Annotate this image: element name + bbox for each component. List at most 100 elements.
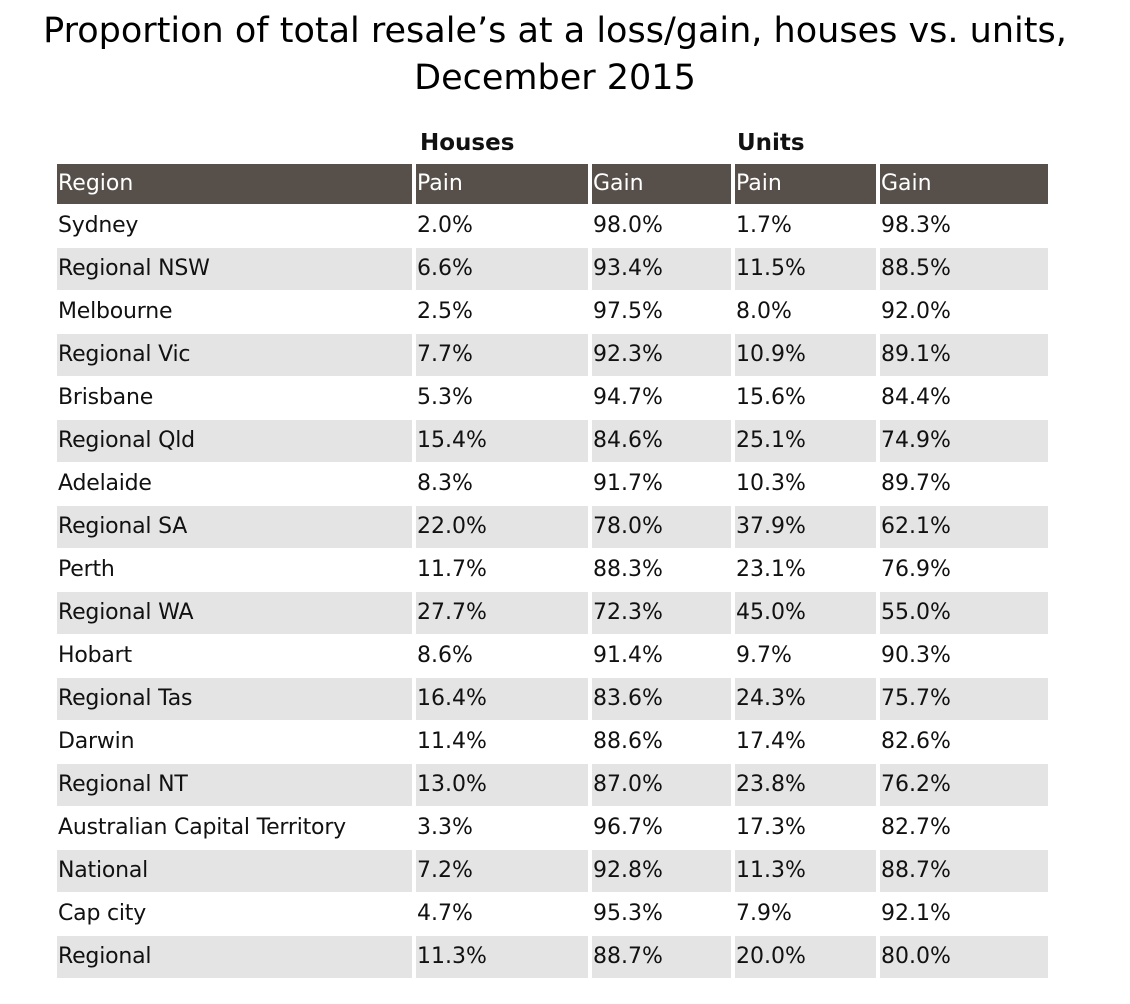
houses-gain-cell: 88.7% bbox=[588, 935, 733, 978]
table-row: Regional Qld 15.4% 84.6% 25.1% 74.9% bbox=[57, 419, 1048, 463]
region-cell: Adelaide bbox=[57, 462, 414, 506]
table-header: Region Pain Gain Pain Gain bbox=[57, 164, 1048, 205]
houses-pain-cell: 2.5% bbox=[412, 290, 590, 334]
houses-gain-cell: 91.4% bbox=[588, 634, 733, 678]
units-pain-cell: 23.8% bbox=[731, 763, 878, 807]
units-gain-cell: 89.1% bbox=[876, 333, 1048, 377]
houses-gain-cell: 87.0% bbox=[588, 763, 733, 807]
units-pain-cell: 1.7% bbox=[731, 204, 878, 248]
houses-gain-cell: 97.5% bbox=[588, 290, 733, 334]
table-row: Cap city 4.7% 95.3% 7.9% 92.1% bbox=[57, 892, 1048, 936]
houses-gain-cell: 96.7% bbox=[588, 806, 733, 850]
houses-pain-cell: 6.6% bbox=[412, 247, 590, 291]
region-cell: Regional NT bbox=[57, 763, 414, 807]
column-header-units-gain: Gain bbox=[876, 164, 1048, 205]
units-gain-cell: 76.2% bbox=[876, 763, 1048, 807]
region-cell: Regional NSW bbox=[57, 247, 414, 291]
region-cell: Cap city bbox=[57, 892, 414, 936]
group-header-units: Units bbox=[737, 130, 805, 156]
houses-gain-cell: 92.3% bbox=[588, 333, 733, 377]
table-row: Regional WA 27.7% 72.3% 45.0% 55.0% bbox=[57, 591, 1048, 635]
units-pain-cell: 37.9% bbox=[731, 505, 878, 549]
houses-gain-cell: 95.3% bbox=[588, 892, 733, 936]
units-gain-cell: 82.7% bbox=[876, 806, 1048, 850]
units-gain-cell: 92.1% bbox=[876, 892, 1048, 936]
region-cell: Regional Tas bbox=[57, 677, 414, 721]
houses-pain-cell: 22.0% bbox=[412, 505, 590, 549]
units-pain-cell: 8.0% bbox=[731, 290, 878, 334]
group-header-houses: Houses bbox=[420, 130, 515, 156]
table-row: National 7.2% 92.8% 11.3% 88.7% bbox=[57, 849, 1048, 893]
units-pain-cell: 7.9% bbox=[731, 892, 878, 936]
table-row: Regional NSW 6.6% 93.4% 11.5% 88.5% bbox=[57, 247, 1048, 291]
units-gain-cell: 89.7% bbox=[876, 462, 1048, 506]
units-gain-cell: 88.7% bbox=[876, 849, 1048, 893]
region-cell: Regional Vic bbox=[57, 333, 414, 377]
houses-gain-cell: 84.6% bbox=[588, 419, 733, 463]
table-row: Regional Tas 16.4% 83.6% 24.3% 75.7% bbox=[57, 677, 1048, 721]
houses-pain-cell: 4.7% bbox=[412, 892, 590, 936]
table-row: Melbourne 2.5% 97.5% 8.0% 92.0% bbox=[57, 290, 1048, 334]
houses-pain-cell: 15.4% bbox=[412, 419, 590, 463]
units-pain-cell: 17.3% bbox=[731, 806, 878, 850]
units-gain-cell: 90.3% bbox=[876, 634, 1048, 678]
column-header-units-pain: Pain bbox=[731, 164, 878, 205]
units-gain-cell: 62.1% bbox=[876, 505, 1048, 549]
table-row: Australian Capital Territory 3.3% 96.7% 17.… bbox=[57, 806, 1048, 850]
units-gain-cell: 75.7% bbox=[876, 677, 1048, 721]
region-cell: Regional Qld bbox=[57, 419, 414, 463]
units-gain-cell: 55.0% bbox=[876, 591, 1048, 635]
houses-pain-cell: 8.6% bbox=[412, 634, 590, 678]
column-header-region: Region bbox=[57, 164, 414, 205]
table-row: Regional SA 22.0% 78.0% 37.9% 62.1% bbox=[57, 505, 1048, 549]
units-gain-cell: 92.0% bbox=[876, 290, 1048, 334]
units-pain-cell: 25.1% bbox=[731, 419, 878, 463]
units-gain-cell: 82.6% bbox=[876, 720, 1048, 764]
units-pain-cell: 24.3% bbox=[731, 677, 878, 721]
region-cell: Hobart bbox=[57, 634, 414, 678]
table-row: Hobart 8.6% 91.4% 9.7% 90.3% bbox=[57, 634, 1048, 678]
region-cell: Regional WA bbox=[57, 591, 414, 635]
table-row: Brisbane 5.3% 94.7% 15.6% 84.4% bbox=[57, 376, 1048, 420]
units-gain-cell: 80.0% bbox=[876, 935, 1048, 978]
houses-pain-cell: 3.3% bbox=[412, 806, 590, 850]
units-pain-cell: 11.3% bbox=[731, 849, 878, 893]
units-gain-cell: 74.9% bbox=[876, 419, 1048, 463]
region-cell: Australian Capital Territory bbox=[57, 806, 414, 850]
table-row: Perth 11.7% 88.3% 23.1% 76.9% bbox=[57, 548, 1048, 592]
column-header-houses-pain: Pain bbox=[412, 164, 590, 205]
units-pain-cell: 17.4% bbox=[731, 720, 878, 764]
houses-gain-cell: 91.7% bbox=[588, 462, 733, 506]
houses-pain-cell: 16.4% bbox=[412, 677, 590, 721]
houses-gain-cell: 72.3% bbox=[588, 591, 733, 635]
table-row: Adelaide 8.3% 91.7% 10.3% 89.7% bbox=[57, 462, 1048, 506]
houses-pain-cell: 11.7% bbox=[412, 548, 590, 592]
houses-gain-cell: 88.3% bbox=[588, 548, 733, 592]
houses-gain-cell: 94.7% bbox=[588, 376, 733, 420]
houses-gain-cell: 78.0% bbox=[588, 505, 733, 549]
houses-pain-cell: 11.3% bbox=[412, 935, 590, 978]
houses-pain-cell: 13.0% bbox=[412, 763, 590, 807]
houses-gain-cell: 92.8% bbox=[588, 849, 733, 893]
region-cell: Regional bbox=[57, 935, 414, 978]
houses-pain-cell: 5.3% bbox=[412, 376, 590, 420]
houses-gain-cell: 93.4% bbox=[588, 247, 733, 291]
units-pain-cell: 15.6% bbox=[731, 376, 878, 420]
region-cell: Regional SA bbox=[57, 505, 414, 549]
units-pain-cell: 10.3% bbox=[731, 462, 878, 506]
houses-pain-cell: 8.3% bbox=[412, 462, 590, 506]
units-gain-cell: 76.9% bbox=[876, 548, 1048, 592]
chart-title: Proportion of total resale’s at a loss/g… bbox=[0, 8, 1110, 102]
houses-gain-cell: 83.6% bbox=[588, 677, 733, 721]
units-pain-cell: 9.7% bbox=[731, 634, 878, 678]
units-gain-cell: 88.5% bbox=[876, 247, 1048, 291]
region-cell: Darwin bbox=[57, 720, 414, 764]
data-table: Region Pain Gain Pain Gain Sydney 2.0% 98.… bbox=[57, 164, 1048, 978]
houses-pain-cell: 11.4% bbox=[412, 720, 590, 764]
houses-gain-cell: 98.0% bbox=[588, 204, 733, 248]
units-gain-cell: 84.4% bbox=[876, 376, 1048, 420]
column-header-houses-gain: Gain bbox=[588, 164, 733, 205]
houses-pain-cell: 2.0% bbox=[412, 204, 590, 248]
houses-pain-cell: 7.2% bbox=[412, 849, 590, 893]
houses-pain-cell: 7.7% bbox=[412, 333, 590, 377]
